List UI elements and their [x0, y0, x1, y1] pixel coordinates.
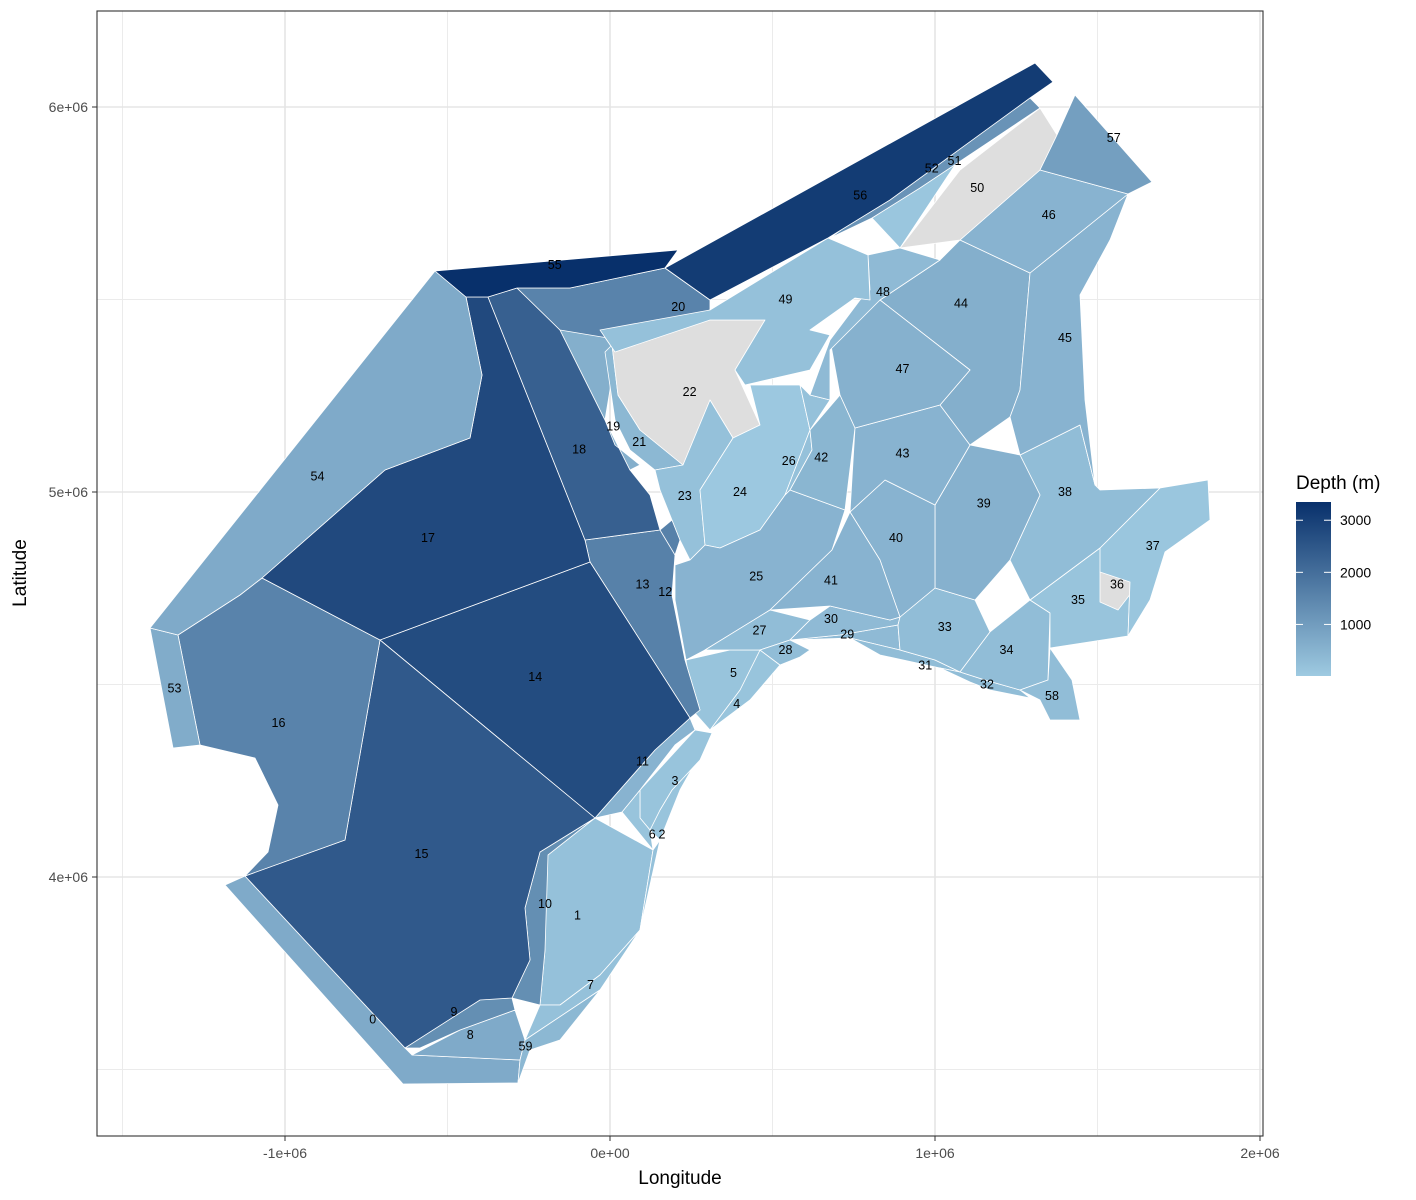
region-label-17: 17 [421, 531, 435, 545]
region-58 [1019, 647, 1081, 721]
region-label-53: 53 [168, 681, 182, 695]
region-label-12: 12 [658, 585, 672, 599]
region-55 [434, 249, 679, 298]
region-label-15: 15 [415, 847, 429, 861]
region-57 [1039, 94, 1153, 195]
y-tick-label: 6e+06 [49, 99, 89, 115]
region-49 [599, 237, 871, 386]
region-label-30: 30 [824, 612, 838, 626]
region-label-22: 22 [683, 385, 697, 399]
region-label-14: 14 [528, 670, 542, 684]
region-label-8: 8 [467, 1028, 474, 1042]
x-tick-label: 1e+06 [915, 1145, 955, 1161]
region-label-18: 18 [572, 443, 586, 457]
region-label-37: 37 [1146, 539, 1160, 553]
region-label-11: 11 [636, 755, 649, 769]
region-label-43: 43 [896, 447, 910, 461]
region-label-27: 27 [753, 624, 767, 638]
region-label-39: 39 [977, 497, 991, 511]
region-8 [411, 1009, 526, 1061]
legend-tick-label: 1000 [1340, 616, 1371, 632]
region-label-0: 0 [369, 1012, 376, 1026]
region-label-49: 49 [779, 293, 793, 307]
region-label-28: 28 [779, 643, 793, 657]
region-label-24: 24 [733, 485, 747, 499]
region-label-34: 34 [1000, 643, 1014, 657]
region-label-56: 56 [853, 189, 867, 203]
x-axis: -1e+06 0e+00 1e+06 2e+06 [263, 1136, 1280, 1161]
region-34 [959, 599, 1051, 691]
region-label-4: 4 [733, 697, 740, 711]
legend: Depth (m) 1000 2000 3000 [1296, 473, 1380, 676]
region-label-21: 21 [632, 435, 646, 449]
region-label-7: 7 [587, 978, 594, 992]
region-label-6: 6 [649, 828, 656, 842]
region-45 [1009, 193, 1129, 486]
region-37 [1099, 479, 1211, 637]
region-label-35: 35 [1071, 593, 1085, 607]
region-label-51: 51 [948, 154, 962, 168]
region-label-47: 47 [896, 362, 910, 376]
region-label-25: 25 [749, 570, 763, 584]
region-label-54: 54 [311, 470, 325, 484]
region-label-1: 1 [574, 909, 581, 923]
plot-panel-border [96, 10, 1264, 1137]
legend-tick-label: 3000 [1340, 512, 1371, 528]
x-tick-label: 2e+06 [1240, 1145, 1280, 1161]
region-41 [769, 511, 901, 621]
region-label-52: 52 [925, 162, 939, 176]
region-label-46: 46 [1042, 208, 1056, 222]
region-label-36: 36 [1110, 577, 1124, 591]
region-label-20: 20 [671, 300, 685, 314]
region-label-26: 26 [782, 454, 796, 468]
region-label-41: 41 [824, 574, 838, 588]
region-label-29: 29 [840, 627, 854, 641]
region-label-19: 19 [606, 420, 620, 434]
region-label-38: 38 [1058, 485, 1072, 499]
region-label-3: 3 [672, 774, 679, 788]
region-label-16: 16 [272, 716, 286, 730]
region-label-57: 57 [1107, 131, 1121, 145]
region-25 [674, 489, 846, 661]
y-tick-label: 5e+06 [49, 484, 89, 500]
y-tick-label: 4e+06 [49, 869, 89, 885]
region-label-44: 44 [954, 296, 968, 310]
region-label-9: 9 [451, 1005, 458, 1019]
legend-colorbar [1296, 502, 1331, 676]
x-tick-label: -1e+06 [263, 1145, 307, 1161]
y-axis-title: Latitude [10, 539, 31, 607]
region-label-55: 55 [548, 258, 562, 272]
x-axis-title: Longitude [638, 1168, 721, 1189]
region-label-42: 42 [814, 450, 828, 464]
region-label-23: 23 [678, 489, 692, 503]
region-label-58: 58 [1045, 689, 1059, 703]
region-label-33: 33 [938, 620, 952, 634]
region-label-50: 50 [970, 181, 984, 195]
region-label-13: 13 [636, 577, 650, 591]
region-label-31: 31 [918, 658, 932, 672]
region-56 [664, 62, 1054, 301]
legend-ticks: 1000 2000 3000 [1296, 512, 1371, 632]
region-label-40: 40 [889, 531, 903, 545]
region-label-2: 2 [659, 828, 666, 842]
regions-layer [149, 62, 1211, 1085]
region-label-10: 10 [538, 897, 552, 911]
y-axis: 4e+06 5e+06 6e+06 [49, 99, 97, 885]
legend-title: Depth (m) [1296, 473, 1380, 494]
region-label-48: 48 [876, 285, 890, 299]
region-label-45: 45 [1058, 331, 1072, 345]
region-label-59: 59 [519, 1039, 533, 1053]
region-28 [759, 639, 811, 666]
region-label-5: 5 [730, 666, 737, 680]
x-tick-label: 0e+00 [590, 1145, 630, 1161]
region-label-32: 32 [980, 678, 994, 692]
legend-tick-label: 2000 [1340, 564, 1371, 580]
region-59 [517, 989, 601, 1084]
